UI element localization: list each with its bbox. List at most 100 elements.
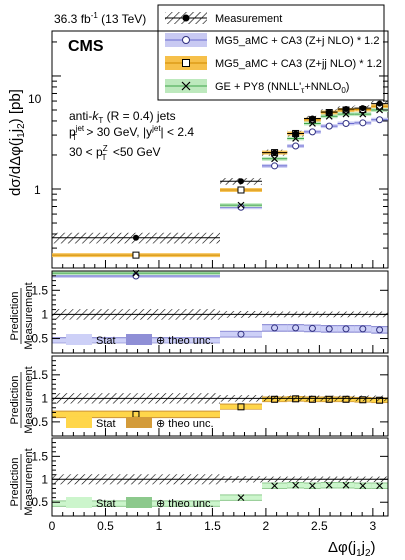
ratio-panel-3: 0.5 1 1.5 Stat ⊕ theo unc. (31, 437, 389, 517)
measurement-point (132, 234, 139, 241)
measurement-point (237, 178, 244, 185)
ratio-point (376, 326, 384, 334)
ratio-ytick-label: 1.5 (31, 283, 48, 297)
lumi-sup: -1 (91, 11, 99, 20)
ratio-ytick-label: 1 (41, 307, 48, 321)
legend-marker-open-square (182, 59, 190, 67)
svg-text:Measurement: Measurement (23, 448, 35, 515)
ratio-legend-stat-label: Stat (96, 335, 116, 347)
legend-entry-ge: GE + PY8 (NNLL'τ+NNLO0) (165, 79, 349, 95)
x-tick-label: 0 (49, 519, 56, 533)
zjj-point (132, 251, 140, 259)
svg-text:Prediction: Prediction (9, 458, 21, 507)
ratio-point (292, 395, 300, 403)
ratio-panels-layer: 0.5 1 1.5 Stat ⊕ theo unc. 0.5 1 1.5 Stat ⊕ theo … (31, 270, 389, 517)
main-ytick-1: 1 (34, 183, 41, 197)
svg-text:Prediction: Prediction (9, 376, 21, 425)
ratio-y-title-1: Prediction Measurement (9, 282, 35, 349)
legend-label-zj: MG5_aMC + CA3 (Z+j NLO) * 1.2 (215, 35, 379, 47)
legend-entry-zjj: MG5_aMC + CA3 (Z+jj NLO) * 1.2 (165, 56, 382, 70)
x-tick-label: 0.5 (97, 519, 114, 533)
ratio-point (237, 330, 245, 338)
ratio-point (237, 403, 245, 411)
selection-annotations: anti-kT (R = 0.4) jets pjet T > 30 GeV, |… (69, 109, 194, 162)
ratio-stat-band (337, 326, 355, 332)
x-tick-labels: 0 0.5 1 1.5 2 2.5 3 (49, 260, 385, 533)
ratio-ytick-label: 0.5 (31, 332, 48, 346)
main-ytick-10: 10 (28, 92, 42, 106)
legend-marker-filled-circle (182, 14, 190, 22)
main-y-ticks: 1 10 (28, 92, 42, 197)
ratio-legend-stat-swatch (66, 334, 92, 345)
ratio-y-titles: Prediction Measurement Prediction Measur… (9, 282, 35, 515)
ge-point (292, 135, 300, 142)
ratio-point (309, 482, 316, 490)
ge-point (237, 201, 245, 209)
legend: Measurement MG5_aMC + CA3 (Z+j NLO) * 1.… (157, 4, 385, 101)
ratio-stat-band (354, 326, 372, 332)
ratio-ytick-label: 0.5 (31, 415, 48, 429)
ratio-point (308, 324, 316, 332)
ratio-ytick-label: 1.5 (31, 368, 48, 382)
ratio-stat-band (320, 326, 338, 332)
measurement-point (271, 149, 278, 156)
jet-algorithm-text: anti-kT (R = 0.4) jets (69, 109, 176, 125)
measurement-point (359, 105, 366, 112)
ge-point (342, 110, 350, 118)
lumi-value: 36.3 fb (54, 12, 91, 26)
ratio-legend-theo-swatch (126, 334, 152, 345)
ptz-range-text: 30 < pZ T <50 GeV (69, 144, 161, 162)
ratio-y-title-2: Prediction Measurement (9, 366, 35, 433)
x-axis-title: Δφ(j1j2) (328, 539, 376, 559)
pt-y-cut-text: pjet T > 30 GeV, |yjet| < 2.4 (69, 124, 194, 142)
legend-entry-measurement: Measurement (165, 12, 282, 25)
ge-point (376, 106, 384, 114)
ratio-point (292, 481, 300, 489)
zj-point (292, 142, 300, 150)
ratio-legend-stat-label: Stat (96, 498, 116, 510)
measurement-point (326, 109, 333, 116)
x-tick-label: 1 (156, 519, 163, 533)
ratio-ytick-label: 1.5 (31, 449, 48, 463)
legend-marker-cross (181, 81, 191, 91)
svg-text:Prediction: Prediction (9, 292, 21, 341)
ratio-legend-theo-label: ⊕ theo unc. (156, 418, 214, 430)
ratio-legend-theo-label: ⊕ theo unc. (156, 335, 214, 347)
ratio-point (271, 482, 278, 490)
measurement-point (343, 106, 350, 113)
ratio-legend-theo-swatch (126, 497, 152, 508)
legend-marker-open-circle (182, 36, 190, 44)
ratio-point (325, 395, 333, 403)
ratio-legend-stat-swatch (66, 497, 92, 508)
ratio-point (376, 482, 383, 490)
ratio-point (342, 325, 350, 333)
main-y-axis-title: dσ/dΔφ(j1j2) [pb] (7, 89, 27, 196)
ratio-point (237, 494, 245, 502)
zj-point (342, 119, 350, 127)
ratio-frame (51, 437, 389, 517)
ge-point (359, 110, 367, 118)
energy-label: (13 TeV) (101, 12, 146, 26)
svg-text:Measurement: Measurement (23, 366, 35, 433)
ratio-legend-theo-label: ⊕ theo unc. (156, 498, 214, 510)
main-plot-frame (51, 30, 389, 269)
legend-label-zjj: MG5_aMC + CA3 (Z+jj NLO) * 1.2 (215, 58, 382, 70)
x-tick-label: 1.5 (204, 519, 221, 533)
svg-text:Measurement: Measurement (23, 282, 35, 349)
measurement-point (376, 100, 383, 107)
zj-point (308, 128, 316, 136)
ratio-panel-2: 0.5 1 1.5 Stat ⊕ theo unc. (31, 355, 389, 437)
ratio-frame (51, 355, 389, 437)
legend-label-measurement: Measurement (215, 13, 282, 25)
ratio-point (359, 482, 367, 490)
ratio-point (325, 481, 333, 489)
zj-point (325, 122, 333, 130)
x-tick-label: 2.5 (311, 519, 328, 533)
ratio-point (359, 396, 367, 404)
legend-entry-zj: MG5_aMC + CA3 (Z+j NLO) * 1.2 (165, 33, 379, 47)
ratio-stat-band (220, 404, 262, 409)
ratio-stat-band (262, 325, 288, 331)
ratio-point (292, 324, 300, 332)
ratio-legend-theo-swatch (126, 417, 152, 428)
